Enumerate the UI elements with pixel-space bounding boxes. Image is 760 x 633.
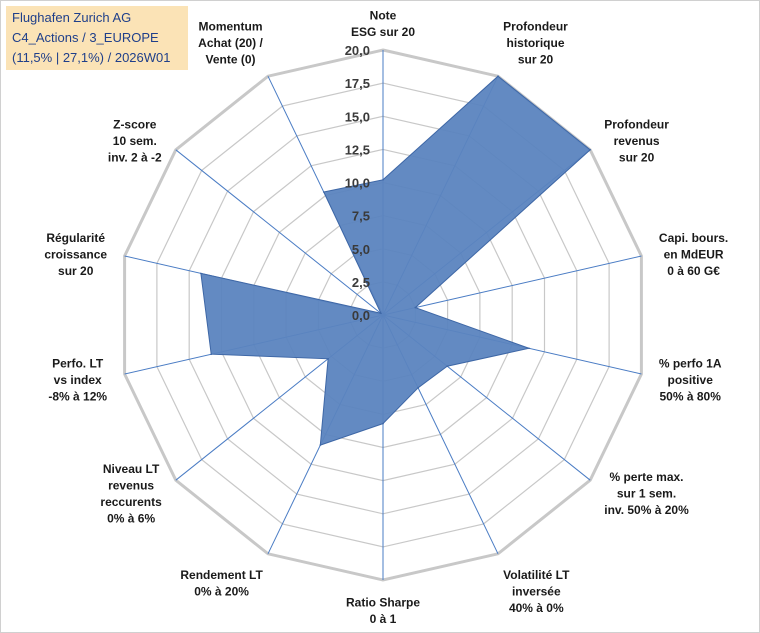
tick-label: 17,5 [345, 76, 370, 91]
title-company: Flughafen Zurich AG [12, 10, 132, 25]
tick-label: 2,5 [352, 275, 370, 290]
data-point [323, 191, 325, 193]
data-point [210, 353, 212, 356]
data-point [382, 422, 384, 425]
axis-label: inv. 50% à 20% [604, 503, 689, 517]
axis-label: 0 à 60 G€ [667, 264, 720, 278]
tick-label: 0,0 [352, 308, 370, 323]
axis-spoke [382, 255, 642, 316]
tick-label: 20,0 [345, 43, 370, 58]
axis-labels: Note ESG sur 20 Profondeur historique sur 20… [44, 9, 728, 627]
axis-label: inversée [512, 585, 561, 599]
series [200, 75, 591, 446]
axis-label: 40% à 0% [509, 601, 564, 615]
tick-label: 5,0 [352, 242, 370, 257]
axis-label: Vente (0) [205, 52, 255, 66]
axis-label: croissance [44, 247, 107, 261]
tick-labels: 0,0 2,5 5,0 7,5 10,0 12,5 15,0 17,5 20,0 [345, 43, 370, 323]
axis-label: Achat (20) / [198, 36, 263, 50]
data-point [589, 149, 591, 151]
axis-label: inv. 2 à -2 [108, 150, 162, 164]
data-point [497, 75, 499, 77]
tick-label: 7,5 [352, 209, 370, 224]
axis-label: positive [668, 373, 714, 387]
axis-label: Note [370, 9, 397, 23]
axis-spoke [175, 149, 384, 316]
axis-label: -8% à 12% [48, 390, 107, 404]
axis-label: 10 sem. [113, 134, 157, 148]
axis-label: 0% à 20% [194, 585, 249, 599]
axis-label: % perte max. [609, 470, 683, 484]
axis-label: en MdEUR [664, 247, 724, 261]
axis-label: sur 20 [518, 52, 554, 66]
series-area [200, 75, 591, 446]
axis-label: Régularité [46, 231, 105, 245]
axis-label: vs index [54, 373, 102, 387]
tick-label: 10,0 [345, 176, 370, 191]
data-point [417, 387, 419, 389]
data-point [327, 358, 329, 360]
axis-label: Ratio Sharpe [346, 596, 420, 610]
axis-label: Niveau LT [103, 462, 160, 476]
axis-label: Profondeur [503, 19, 568, 33]
axis-label: Perfo. LT [52, 357, 104, 371]
axis-label: historique [506, 36, 564, 50]
axis-label: revenus [614, 134, 660, 148]
chart-title-box: Flughafen Zurich AG C4_Actions / 3_EUROP… [6, 6, 188, 70]
data-point [528, 347, 530, 350]
axis-label: sur 1 sem. [617, 487, 676, 501]
axis-label: Z-score [113, 117, 157, 131]
axis-label: Capi. bours. [659, 231, 728, 245]
axis-label: sur 20 [58, 264, 94, 278]
axis-label: Volatilité LT [503, 568, 570, 582]
axis-label: 0% à 6% [107, 511, 155, 525]
tick-label: 15,0 [345, 109, 370, 124]
axis-label: Momentum [199, 19, 263, 33]
axis-label: sur 20 [619, 150, 655, 164]
axis-label: reccurents [100, 495, 162, 509]
axis-label: Profondeur [604, 117, 669, 131]
axis-label: 50% à 80% [660, 390, 722, 404]
title-stats: (11,5% | 27,1%) / 2026W01 [12, 50, 171, 65]
data-point [319, 444, 322, 446]
data-point [200, 272, 202, 275]
axis-label: ESG sur 20 [351, 25, 415, 39]
axis-label: % perfo 1A [659, 357, 722, 371]
title-category: C4_Actions / 3_EUROPE [12, 30, 159, 45]
tick-label: 12,5 [345, 142, 370, 157]
data-point [414, 306, 417, 309]
axis-label: 0 à 1 [370, 612, 397, 626]
axis-label: Rendement LT [180, 568, 263, 582]
data-point [380, 312, 382, 315]
axis-label: revenus [108, 478, 154, 492]
data-point [382, 179, 384, 181]
data-point [446, 365, 449, 368]
